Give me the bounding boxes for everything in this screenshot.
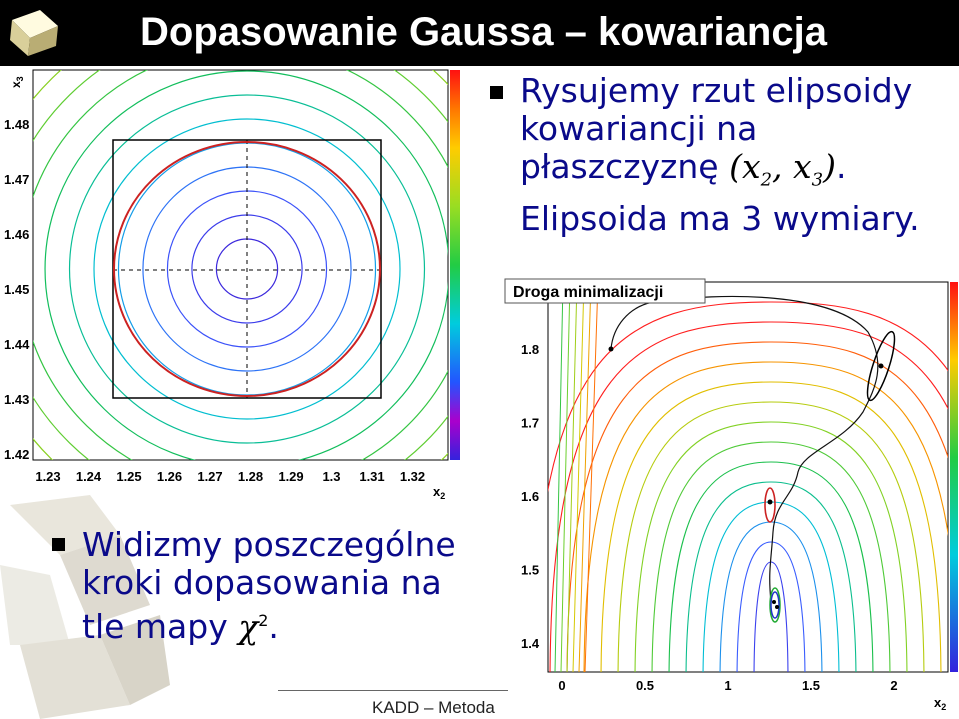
step-ellipse-1 [866, 330, 896, 402]
footer-text: KADD – Metoda n [372, 698, 500, 717]
x-tick-label: 2 [890, 678, 897, 693]
x-tick-label: 1.27 [197, 469, 222, 484]
x-tick-label: 1.23 [35, 469, 60, 484]
footer-rule [278, 690, 508, 691]
palette-bar [450, 70, 460, 460]
step-ellipse-2 [764, 487, 776, 523]
contour-line [68, 94, 426, 444]
y-tick-label: 1.48 [4, 117, 29, 132]
contour-plot-covariance: x3 1.48 1.47 1.46 1.45 1.44 1.43 1.42 1.23 1.24… [4, 69, 460, 501]
x-tick-label: 1.28 [238, 469, 263, 484]
y-tick-label: 1.45 [4, 282, 29, 297]
bullet2-line3: tle mapy χ2. [82, 607, 279, 646]
contour-line [572, 282, 585, 672]
plot2-title: Droga minimalizacji [513, 284, 663, 301]
x-tick-label: 0.5 [636, 678, 654, 693]
x-tick-label: 1.31 [359, 469, 384, 484]
contour-line [554, 282, 564, 672]
bullet1-line3: płaszczyznę (x2, x3). [520, 147, 847, 191]
x-tick-label: 0 [558, 678, 565, 693]
contour-line [634, 421, 908, 672]
contour-line [566, 341, 948, 672]
covariance-ellipse [113, 141, 381, 397]
contour-line [617, 401, 925, 672]
bullet-square-icon [52, 538, 65, 551]
y-tick-label: 1.5 [521, 563, 539, 578]
y-tick-label: 1.42 [4, 447, 29, 462]
x-tick-label: 1 [724, 678, 731, 693]
contour-line [736, 541, 806, 672]
bullet-square-icon [490, 86, 503, 99]
plot1-xlabel: x2 [433, 484, 445, 501]
x-tick-label: 1.29 [278, 469, 303, 484]
plot2-xlabel: x2 [934, 695, 946, 712]
y-tick-label: 1.46 [4, 227, 29, 242]
contour-line [584, 282, 599, 672]
slide-header: Dopasowanie Gaussa – kowariancja [0, 0, 959, 66]
contour-line [93, 118, 401, 420]
x-tick-label: 1.24 [76, 469, 102, 484]
contour-line [560, 282, 571, 672]
contour-line [583, 361, 948, 672]
slide-title: Dopasowanie Gaussa – kowariancja [140, 10, 827, 54]
bullet1-line4: Elipsoida ma 3 wymiary. [520, 198, 920, 238]
bullet2-line1: Widizmy poszczególne [82, 525, 456, 564]
palette-bar [950, 282, 958, 672]
plot1-ylabel: x3 [9, 76, 25, 88]
x-tick-label: 1.25 [116, 469, 141, 484]
x-tick-label: 1.26 [157, 469, 182, 484]
contour-line [548, 301, 948, 493]
x-tick-label: 1.32 [400, 469, 425, 484]
y-tick-label: 1.4 [521, 636, 540, 651]
contour-line [600, 381, 942, 672]
contour-line [566, 282, 578, 672]
x-tick-label: 1.3 [322, 469, 340, 484]
contour-line [668, 461, 874, 672]
step-ellipse-3 [769, 587, 781, 623]
y-tick-label: 1.47 [4, 172, 29, 187]
bullet1-line1: Rysujemy rzut elipsoidy [520, 71, 913, 110]
contour-line [549, 321, 948, 672]
y-tick-label: 1.44 [4, 337, 30, 352]
y-tick-label: 1.43 [4, 392, 29, 407]
contour-line [685, 481, 857, 672]
contour-plot-minimization-path: Droga minimalizacji 1.8 1.7 1.6 1.5 1.4 0 0.5… [504, 278, 958, 712]
cube-logo-icon [10, 10, 58, 56]
y-tick-label: 1.8 [521, 342, 539, 357]
background-cubes [0, 495, 170, 719]
y-tick-label: 1.7 [521, 416, 539, 431]
y-tick-label: 1.6 [521, 489, 539, 504]
contour-line [44, 70, 448, 460]
contour-line [578, 282, 592, 672]
bullet2-line2: kroki dopasowania na [82, 563, 442, 602]
x-tick-label: 1.5 [802, 678, 820, 693]
contour-line [651, 441, 891, 672]
bullet1-line2: kowariancji na [520, 109, 758, 148]
